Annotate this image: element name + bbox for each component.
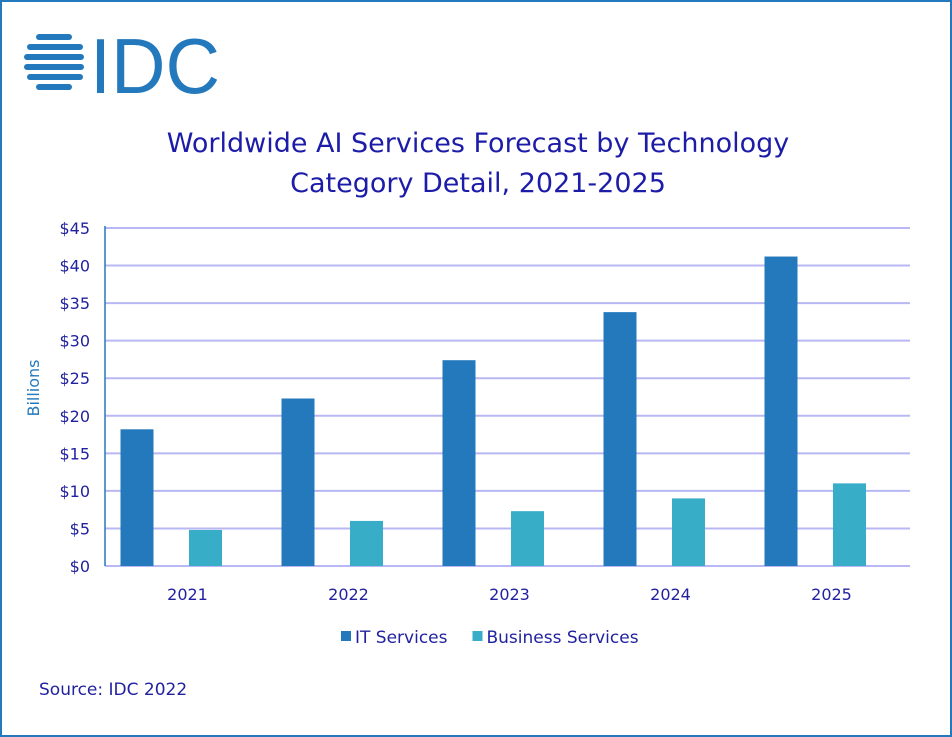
y-axis-label: Billions	[24, 359, 43, 416]
bar-it-services-2023	[442, 360, 476, 566]
y-tick-label: $40	[59, 257, 90, 276]
bar-business-services-2024	[672, 498, 705, 566]
x-tick-label: 2025	[811, 585, 852, 604]
chart-title-line-2: Category Detail, 2021-2025	[290, 168, 666, 199]
idc-logo: IDC	[24, 30, 220, 100]
y-tick-label: $5	[70, 519, 90, 538]
bar-it-services-2025	[764, 256, 798, 566]
bar-business-services-2023	[511, 511, 544, 566]
chart-title-line-1: Worldwide AI Services Forecast by Techno…	[166, 128, 790, 159]
svg-text:IDC: IDC	[90, 30, 220, 100]
x-tick-label: 2023	[489, 585, 530, 604]
bar-it-services-2024	[603, 312, 637, 566]
bar-it-services-2022	[281, 398, 315, 566]
bar-business-services-2022	[350, 520, 383, 566]
x-tick-label: 2021	[167, 585, 208, 604]
legend-swatch	[341, 631, 351, 641]
y-tick-label: $35	[59, 294, 90, 313]
y-tick-label: $10	[59, 482, 90, 501]
x-tick-label: 2024	[650, 585, 691, 604]
globe-icon	[24, 34, 84, 90]
x-tick-label: 2022	[328, 585, 369, 604]
bar-it-services-2021	[120, 429, 154, 566]
chart-title: Worldwide AI Services Forecast by Techno…	[2, 124, 950, 204]
y-tick-label: $45	[59, 219, 90, 238]
bar-business-services-2025	[833, 483, 866, 566]
y-tick-label: $15	[59, 444, 90, 463]
y-tick-label: $30	[59, 332, 90, 351]
y-tick-label: $20	[59, 407, 90, 426]
source-note: Source: IDC 2022	[39, 680, 188, 700]
y-tick-label: $0	[70, 557, 90, 576]
legend-label: IT Services	[355, 628, 448, 648]
bar-business-services-2021	[189, 529, 222, 566]
y-tick-label: $25	[59, 369, 90, 388]
legend-swatch	[472, 631, 483, 641]
legend-label: Business Services	[487, 628, 639, 648]
